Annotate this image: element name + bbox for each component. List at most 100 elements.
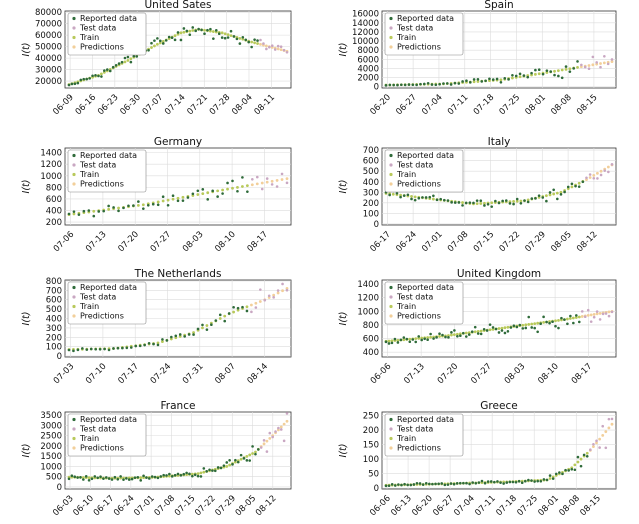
reported-data-point — [468, 201, 472, 204]
train-point — [236, 308, 240, 312]
prediction-point — [599, 169, 603, 173]
x-tick-label: 07-04 — [452, 494, 477, 519]
reported-data-point — [111, 65, 115, 69]
train-point — [568, 317, 572, 320]
test-data-point — [591, 55, 595, 59]
prediction-point — [604, 430, 608, 434]
reported-data-point — [223, 36, 227, 40]
reported-data-point — [473, 325, 477, 329]
reported-data-point — [85, 77, 88, 81]
y-tick-label: 40000 — [35, 54, 62, 64]
reported-data-point — [432, 194, 435, 198]
reported-data-point — [557, 326, 560, 330]
x-tick-label: 07-01 — [420, 230, 445, 255]
reported-data-point — [406, 193, 410, 197]
x-tick-label: 08-08 — [557, 494, 582, 519]
reported-data-point — [430, 83, 434, 86]
train-point — [506, 325, 510, 329]
prediction-point — [580, 315, 584, 318]
reported-data-point — [418, 482, 422, 485]
reported-data-point — [509, 326, 513, 329]
train-point — [245, 454, 249, 458]
reported-data-point — [67, 212, 71, 216]
reported-data-point — [410, 197, 413, 201]
reported-data-point — [406, 483, 409, 487]
legend-test-label: Test data — [79, 161, 116, 170]
reported-data-point — [402, 194, 406, 197]
reported-data-point — [194, 29, 197, 33]
reported-data-point — [489, 480, 493, 483]
x-tick-label: 07-13 — [84, 230, 109, 255]
legend-predictions-marker — [72, 314, 76, 318]
reported-data-point — [563, 190, 566, 194]
reported-data-point — [472, 78, 476, 81]
legend-box — [67, 281, 147, 325]
reported-data-point — [576, 455, 580, 459]
reported-data-point — [112, 347, 115, 350]
x-tick-label: 08-17 — [570, 362, 595, 387]
x-tick-label: 07-27 — [149, 230, 174, 255]
reported-data-point — [79, 475, 82, 479]
x-tick-label: 07-31 — [181, 362, 206, 387]
train-point — [568, 67, 572, 71]
y-tick-label: 100 — [363, 209, 379, 219]
reported-data-point — [179, 38, 183, 42]
reported-data-point — [159, 39, 162, 43]
reported-data-point — [82, 478, 85, 481]
reported-data-point — [90, 477, 94, 481]
reported-data-point — [67, 477, 71, 481]
x-tick-label: 07-22 — [193, 494, 218, 519]
legend-reported-marker — [72, 153, 76, 158]
test-data-point — [607, 170, 610, 174]
reported-data-point — [384, 340, 388, 344]
prediction-point — [579, 65, 583, 69]
legend-box — [384, 12, 464, 56]
reported-data-point — [582, 453, 586, 457]
train-point — [156, 341, 160, 345]
reported-data-point — [254, 452, 257, 456]
train-point — [153, 44, 156, 48]
x-tick-label: 06-16 — [74, 93, 99, 118]
reported-data-point — [462, 331, 465, 335]
train-point — [129, 57, 133, 61]
reported-data-point — [522, 74, 526, 77]
prediction-point — [595, 62, 599, 66]
y-tick-label: 2000 — [357, 74, 379, 84]
reported-data-point — [567, 469, 570, 472]
reported-data-point — [132, 204, 135, 207]
reported-data-point — [116, 477, 120, 481]
train-point — [585, 451, 589, 455]
reported-data-point — [439, 197, 442, 201]
reported-data-point — [477, 481, 481, 484]
test-data-point — [592, 442, 595, 446]
train-point — [158, 41, 162, 45]
test-data-point — [592, 315, 596, 319]
reported-data-point — [161, 42, 165, 45]
train-point — [552, 192, 556, 196]
reported-data-point — [485, 329, 489, 332]
reported-data-point — [171, 194, 175, 198]
train-point — [228, 463, 232, 467]
y-tick-label: 0 — [374, 220, 379, 230]
legend-predictions-marker — [389, 45, 393, 49]
prediction-point — [280, 178, 284, 181]
reported-data-point — [137, 200, 140, 203]
reported-data-point — [457, 201, 461, 204]
reported-data-point — [488, 77, 491, 81]
reported-data-point — [226, 181, 229, 185]
prediction-point — [265, 180, 269, 184]
reported-data-point — [421, 483, 425, 486]
reported-data-point — [222, 464, 226, 467]
reported-data-point — [396, 341, 400, 344]
x-tick-label: 07-18 — [494, 494, 519, 519]
reported-data-point — [581, 180, 585, 184]
y-tick-label: 0 — [374, 83, 379, 93]
reported-data-point — [199, 475, 203, 478]
y-tick-label: 1000 — [40, 172, 62, 182]
x-tick-label: 08-01 — [523, 93, 548, 118]
reported-data-point — [503, 331, 507, 335]
reported-data-point — [530, 479, 533, 482]
prediction-point — [276, 291, 280, 295]
